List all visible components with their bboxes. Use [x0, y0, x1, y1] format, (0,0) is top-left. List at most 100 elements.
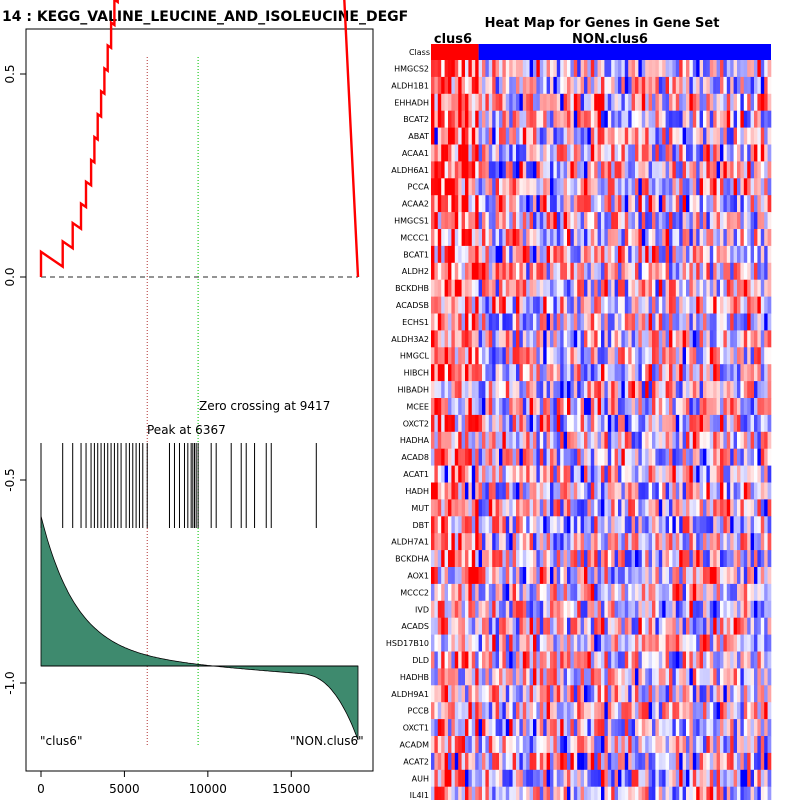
heatmap-cell: [475, 431, 479, 449]
heatmap-cell: [652, 516, 656, 534]
heatmap-cell: [652, 634, 656, 652]
heatmap-cell: [509, 76, 513, 95]
heatmap-cell: [482, 178, 486, 196]
heatmap-cell: [488, 702, 493, 720]
heatmap-cell: [495, 567, 500, 585]
heatmap-cell: [754, 516, 758, 534]
heatmap-cell: [611, 161, 615, 179]
heatmap-cell: [444, 245, 449, 264]
heatmap-cell: [692, 550, 697, 568]
heatmap-cell: [648, 262, 653, 280]
heatmap-cell: [584, 330, 588, 348]
heatmap-cell: [614, 60, 619, 78]
heatmap-cell: [465, 381, 469, 399]
heatmap-cell: [573, 330, 578, 348]
heatmap-cell: [767, 262, 772, 280]
heatmap-cell: [760, 465, 765, 483]
heatmap-cell: [539, 431, 544, 449]
heatmap-cell: [431, 583, 435, 602]
heatmap-cell: [451, 583, 456, 602]
heatmap-cell: [720, 600, 724, 618]
heatmap-cell: [628, 719, 632, 737]
heatmap-cell: [488, 110, 493, 128]
heatmap-cell: [580, 245, 585, 264]
heatmap-cell: [475, 330, 479, 348]
heatmap-cell: [679, 668, 683, 686]
heatmap-cell: [512, 736, 517, 754]
heatmap-cell: [679, 364, 683, 382]
heatmap-cell: [543, 262, 547, 280]
heatmap-cell: [539, 144, 544, 162]
heatmap-cell: [767, 381, 772, 399]
heatmap-cell: [733, 144, 738, 162]
heatmap-cell: [529, 550, 534, 568]
heatmap-cell: [519, 567, 524, 585]
heatmap-cell: [533, 245, 537, 264]
heatmap-cell: [754, 262, 758, 280]
heatmap-row: [431, 448, 772, 466]
heatmap-cell: [723, 583, 728, 602]
heatmap-cell: [655, 161, 660, 179]
heatmap-cell: [747, 110, 751, 128]
heatmap-cell: [594, 651, 598, 669]
heatmap-cell: [475, 144, 479, 162]
heatmap-cell: [723, 60, 728, 78]
heatmap-cell: [461, 60, 466, 78]
heatmap-cell: [584, 398, 588, 416]
heatmap-cell: [471, 414, 476, 433]
heatmap-cell: [539, 617, 544, 635]
heatmap-cell: [631, 178, 636, 196]
heatmap-cell: [641, 752, 646, 771]
heatmap-cell: [665, 550, 670, 568]
heatmap-cell: [740, 668, 745, 686]
heatmap-cell: [703, 583, 707, 602]
heatmap-cell: [454, 634, 459, 652]
heatmap-cell: [618, 398, 622, 416]
heatmap-cell: [458, 719, 462, 737]
heatmap-cell: [437, 465, 442, 483]
heatmap-cell: [743, 617, 748, 635]
heatmap-cell: [502, 482, 507, 500]
heatmap-cell: [441, 769, 445, 787]
heatmap-cell: [587, 533, 592, 551]
heatmap-cell: [556, 719, 561, 737]
heatmap-cell: [563, 465, 568, 483]
heatmap-cell: [597, 127, 602, 145]
heatmap-cell: [495, 617, 500, 635]
heatmap-cell: [679, 465, 683, 483]
heatmap-cell: [621, 127, 626, 145]
heatmap-cell: [750, 668, 755, 686]
heatmap-cell: [706, 414, 711, 433]
heatmap-cell: [502, 719, 507, 737]
heatmap-cell: [546, 752, 551, 771]
heatmap-cell: [454, 600, 459, 618]
heatmap-cell: [740, 516, 745, 534]
heatmap-cell: [580, 313, 585, 331]
heatmap-cell: [478, 600, 483, 618]
heatmap-cell: [689, 178, 694, 196]
heatmap-cell: [665, 634, 670, 652]
heatmap-cell: [652, 431, 656, 449]
heatmap-cell: [618, 651, 622, 669]
heatmap-cell: [563, 364, 568, 382]
heatmap-cell: [553, 229, 558, 247]
heatmap-cell: [689, 769, 694, 787]
heatmap-cell: [573, 685, 578, 703]
heatmap-cell: [465, 600, 469, 618]
heatmap-cell: [624, 567, 629, 585]
heatmap-cell: [689, 93, 694, 111]
heatmap-cell: [648, 719, 653, 737]
heatmap-cell: [434, 567, 439, 585]
heatmap-cell: [764, 651, 768, 669]
heatmap-cell: [526, 516, 530, 534]
heatmap-cell: [529, 651, 534, 669]
heatmap-cell: [754, 279, 758, 297]
heatmap-cell: [747, 127, 751, 145]
heatmap-cell: [546, 178, 551, 196]
heatmap-cell: [699, 347, 704, 365]
heatmap-cell: [628, 229, 632, 247]
heatmap-cell: [648, 651, 653, 669]
heatmap-cell: [764, 245, 768, 264]
heatmap-cell: [529, 212, 534, 230]
heatmap-cell: [495, 381, 500, 399]
